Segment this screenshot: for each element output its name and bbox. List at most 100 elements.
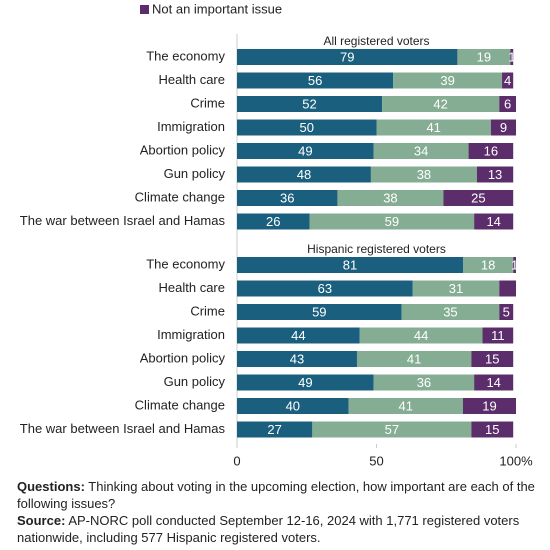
bar-segment: [237, 421, 313, 438]
bar-segment: [237, 72, 394, 89]
bar-segment: [237, 257, 463, 273]
value-label: 59: [385, 214, 399, 229]
bar-segment: [237, 166, 371, 183]
bar-segment: [359, 327, 483, 344]
bar-segment: [471, 421, 514, 438]
panel-title: All registered voters: [323, 34, 429, 48]
value-label: 11: [491, 328, 505, 343]
bar-segment: [237, 280, 413, 297]
value-label: 41: [426, 120, 440, 135]
x-tick-label: 0: [233, 453, 240, 468]
value-label: 14: [486, 375, 500, 390]
notes: Questions: Thinking about voting in the …: [17, 478, 537, 546]
value-label: 15: [485, 351, 499, 366]
value-label: 41: [399, 398, 413, 413]
category-label: Gun policy: [164, 166, 226, 181]
value-label: 4: [504, 73, 511, 88]
bar-segment: [476, 166, 514, 183]
value-label: 44: [414, 328, 428, 343]
bar-segment: [393, 72, 503, 89]
source: Source: AP-NORC poll conducted September…: [17, 512, 537, 546]
value-label: 42: [433, 96, 447, 111]
category-label: Immigration: [157, 119, 225, 134]
value-label: 38: [383, 190, 397, 205]
value-label: 36: [280, 190, 294, 205]
value-label: 35: [443, 304, 457, 319]
legend-label: Not an important issue: [152, 1, 282, 16]
value-label: 56: [308, 73, 322, 88]
bar-segment: [237, 398, 349, 414]
value-label: 41: [407, 351, 421, 366]
source-text: AP-NORC poll conducted September 12-16, …: [17, 513, 520, 545]
value-label: 38: [417, 167, 431, 182]
bar-segment: [474, 213, 514, 230]
value-label: 44: [291, 328, 305, 343]
category-label: Crime: [190, 95, 225, 110]
bar-segment: [237, 351, 357, 367]
bar-segment: [356, 351, 472, 367]
bar-segment: [312, 421, 472, 438]
bar-segment: [309, 213, 475, 230]
category-label: The economy: [146, 48, 225, 63]
value-label: 31: [449, 281, 463, 296]
questions-label: Questions:: [17, 479, 85, 494]
category-label: Health care: [159, 72, 225, 87]
value-label: 49: [298, 375, 312, 390]
bar-segment: [490, 119, 516, 136]
value-label: 14: [486, 214, 500, 229]
value-label: 59: [312, 304, 326, 319]
value-label: 16: [484, 143, 498, 158]
value-label: 43: [290, 351, 304, 366]
value-label: 1: [511, 257, 518, 272]
source-label: Source:: [17, 513, 66, 528]
bar-segment: [471, 351, 514, 367]
category-label: Climate change: [135, 189, 225, 204]
value-label: 48: [297, 167, 311, 182]
bar-segment: [513, 257, 516, 273]
value-label: 19: [482, 398, 496, 413]
bar-segment: [462, 257, 514, 273]
bar-segment: [237, 49, 458, 65]
category-label: Immigration: [157, 327, 225, 342]
bar-segment: [348, 398, 463, 414]
category-label: The war between Israel and Hamas: [20, 421, 226, 436]
value-label: 57: [385, 422, 399, 437]
value-label: 5: [503, 304, 510, 319]
bar-segment: [468, 143, 514, 159]
value-label: 81: [343, 257, 357, 272]
bar-segment: [474, 374, 514, 391]
bar-segment: [382, 96, 500, 112]
value-label: 1: [508, 49, 515, 64]
bar-segment: [237, 213, 310, 230]
questions-text: Thinking about voting in the upcoming el…: [17, 479, 535, 511]
value-label: 26: [266, 214, 280, 229]
category-label: Climate change: [135, 397, 225, 412]
bar-segment: [502, 72, 514, 89]
value-label: 52: [302, 96, 316, 111]
value-label: 19: [477, 49, 491, 64]
bar-segment: [373, 374, 475, 391]
value-label: 15: [485, 422, 499, 437]
bar-segment: [237, 374, 374, 391]
bar-segment: [412, 280, 500, 297]
x-tick-label: 50: [369, 453, 383, 468]
chart: Not an important issue All registered vot…: [20, 1, 533, 468]
bar-segment: [370, 166, 477, 183]
value-label: 79: [340, 49, 354, 64]
value-label: 25: [471, 190, 485, 205]
bar-segment: [237, 143, 374, 159]
category-label: The economy: [146, 256, 225, 271]
value-label: 6: [504, 96, 511, 111]
bar-segment: [499, 280, 516, 297]
value-label: 9: [500, 120, 507, 135]
bar-segment: [443, 190, 514, 206]
questions: Questions: Thinking about voting in the …: [17, 478, 537, 512]
value-label: 13: [488, 167, 502, 182]
x-tick-label: 100%: [499, 453, 533, 468]
value-label: 36: [417, 375, 431, 390]
bar-segment: [482, 327, 514, 344]
category-label: Gun policy: [164, 374, 226, 389]
bar-segment: [237, 119, 377, 136]
value-label: 63: [318, 281, 332, 296]
category-label: Abortion policy: [140, 350, 226, 365]
